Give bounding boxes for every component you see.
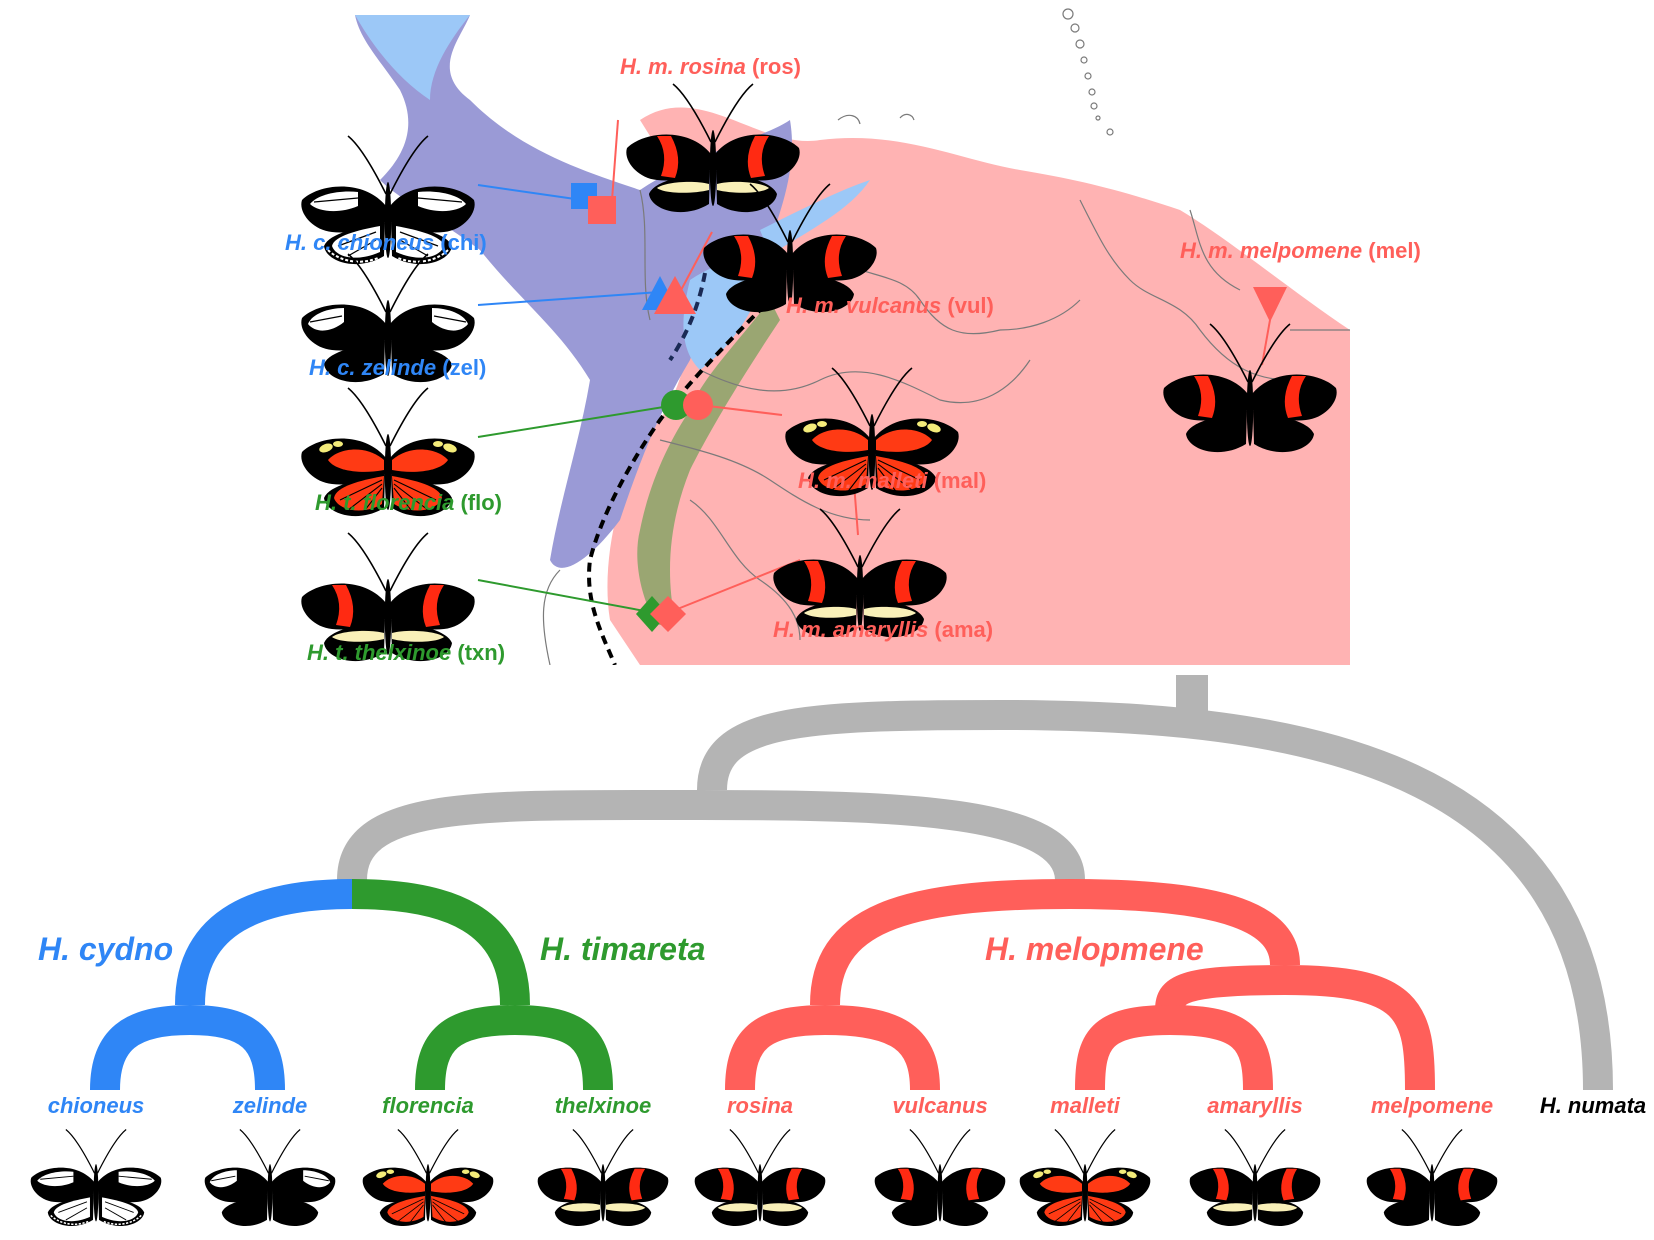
label-zel: H. c. zelinde (zel): [309, 355, 486, 380]
cydno-range: [355, 15, 793, 568]
marker-ros: [588, 196, 616, 224]
label-ros: H. m. rosina (ros): [620, 54, 801, 79]
tip-butterfly-zelinde: [205, 1130, 336, 1227]
branch-amaryllis: [1169, 1005, 1273, 1091]
butterfly-ros: [626, 84, 799, 212]
marker-vul: [654, 276, 696, 314]
label-chi: H. c. chioneus (chi): [285, 230, 487, 255]
tip-label: thelxinoe: [555, 1093, 652, 1118]
tip-label: H. numata: [1540, 1093, 1646, 1118]
branch-melpomene-crown: [810, 879, 1071, 1006]
label-vul: H. m. vulcanus (vul): [786, 293, 994, 318]
branch-melpomene-east: [1069, 879, 1300, 967]
tip-label: zelinde: [232, 1093, 308, 1118]
marker-ama: [650, 596, 686, 632]
branch-zelinde: [189, 1005, 285, 1091]
marker-mel: [1253, 287, 1287, 322]
label-flo: H. t. florencia (flo): [315, 490, 502, 515]
branch-chioneus: [90, 1005, 191, 1091]
map-labels: H. m. rosina (ros) H. c. chioneus (chi) …: [285, 54, 1421, 665]
tip-label: vulcanus: [892, 1093, 987, 1118]
tip-butterfly-malleti: [1020, 1130, 1151, 1227]
branch-mal-ama: [1155, 965, 1286, 1011]
clade-labels: H. cydno H. timareta H. melopmene: [38, 931, 1204, 967]
branch-malleti: [1075, 1005, 1171, 1091]
map-connectors: [477, 119, 1271, 613]
tip-butterfly-vulcanus: [875, 1130, 1006, 1227]
branch-cydno-melpomene: [337, 789, 1085, 882]
tip-label: melpomene: [1371, 1093, 1493, 1118]
marker-flo: [661, 390, 691, 420]
tip-butterfly-florencia: [363, 1130, 494, 1227]
tip-label: malleti: [1050, 1093, 1121, 1118]
tip-butterflies: [31, 1130, 1498, 1227]
tip-label: amaryllis: [1207, 1093, 1302, 1118]
timareta-range: [637, 300, 780, 625]
clade-label-timareta: H. timareta: [540, 931, 705, 967]
melpomene-range: [607, 107, 1350, 665]
branch-timareta: [351, 879, 530, 1006]
phylogenetic-tree: [90, 675, 1613, 1091]
tip-butterfly-melpomene: [1367, 1130, 1498, 1227]
tip-butterfly-thelxinoe: [538, 1130, 669, 1227]
tip-butterfly-amaryllis: [1190, 1130, 1321, 1227]
tip-labels: chioneus zelinde florencia thelxinoe ros…: [48, 1093, 1646, 1118]
branch-melpomene-tip: [1284, 965, 1435, 1091]
branch-vulcanus: [824, 1005, 940, 1091]
label-mel: H. m. melpomene (mel): [1180, 238, 1421, 263]
branch-florencia: [415, 1005, 516, 1091]
label-mal: H. m. malleti (mal): [798, 468, 986, 493]
label-txn: H. t. thelxinoe (txn): [307, 640, 505, 665]
tip-label: rosina: [727, 1093, 793, 1118]
branch-cydno: [175, 879, 353, 1006]
branch-root: [697, 699, 1613, 1091]
clade-label-cydno: H. cydno: [38, 931, 173, 967]
tip-label: chioneus: [48, 1093, 145, 1118]
tip-butterfly-rosina: [695, 1130, 826, 1227]
sample-markers: [571, 183, 1287, 632]
distribution-map: [355, 8, 1350, 666]
branch-rosina: [725, 1005, 826, 1091]
marker-mal: [683, 390, 713, 420]
branch-thelxinoe: [514, 1005, 613, 1091]
andes-line-north: [668, 272, 707, 362]
andes-line-south: [587, 293, 777, 666]
label-ama: H. m. amaryllis (ama): [773, 617, 993, 642]
tip-label: florencia: [382, 1093, 474, 1118]
tip-butterfly-chioneus: [31, 1130, 162, 1227]
clade-label-melpomene: H. melopmene: [985, 931, 1204, 967]
